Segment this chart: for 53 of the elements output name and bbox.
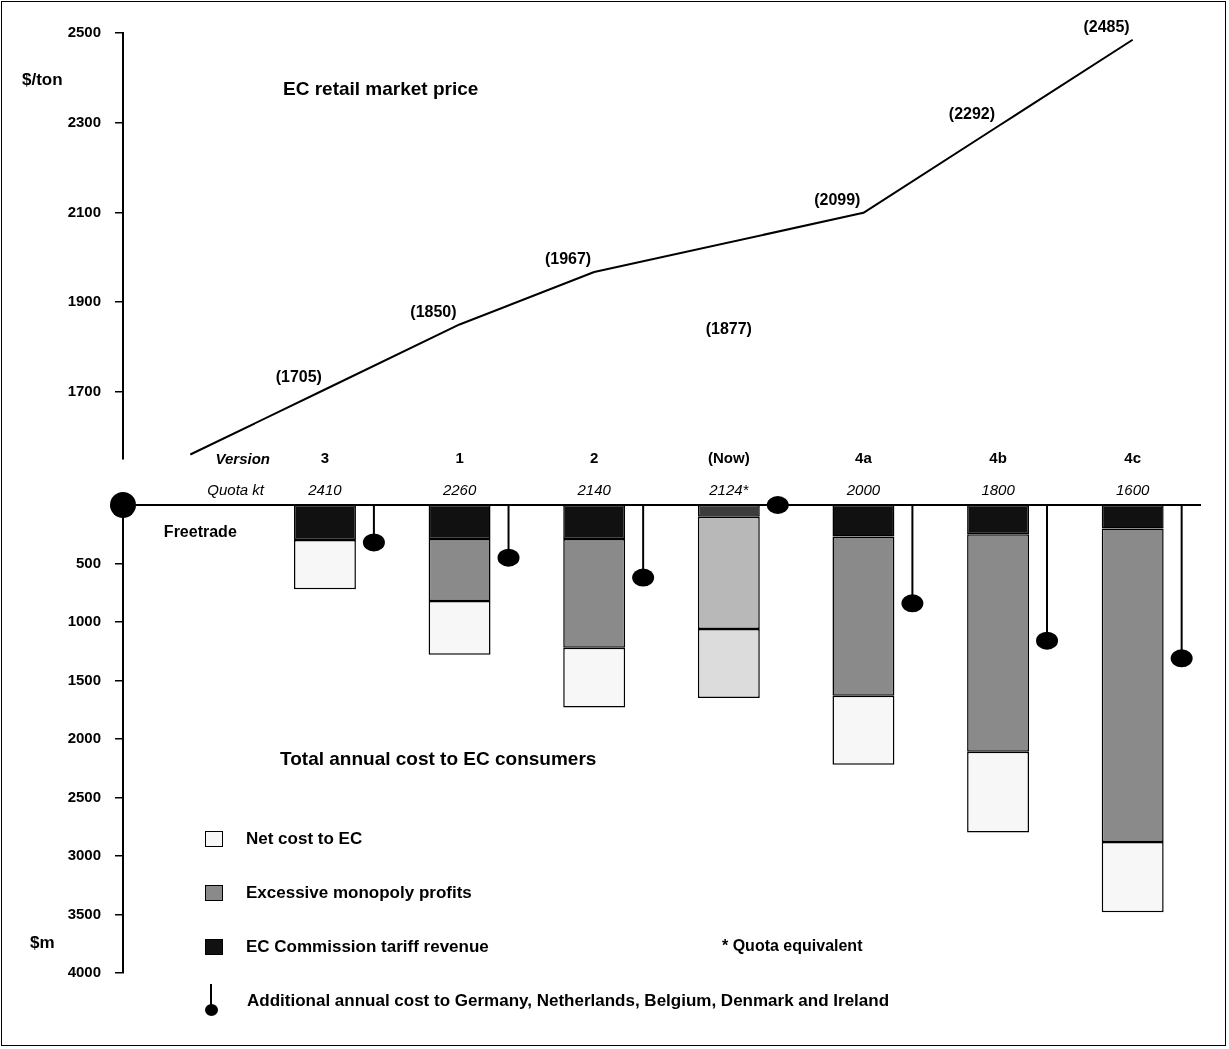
- text: EC retail market price: [283, 78, 479, 100]
- point: [632, 568, 655, 587]
- y-tick-label: 2500: [67, 787, 101, 805]
- text: 1800: [981, 481, 1016, 499]
- text: 2260: [441, 481, 477, 499]
- y-axis-title: $/ton: [22, 69, 63, 89]
- x-tick-label: 2: [590, 449, 599, 467]
- text: Quota kt: [207, 481, 265, 499]
- data-label: (1967): [544, 250, 592, 268]
- y-tick-label: 1900: [67, 292, 101, 310]
- y-axis-title: $m: [30, 932, 55, 952]
- annotation: Version: [215, 450, 270, 468]
- legend-label: Additional annual cost to Germany, Netherlands, Belgium, Denmark and Ireland: [247, 991, 890, 1011]
- y-tick-label: 2300: [67, 112, 101, 130]
- y-tick-label: 2000: [67, 729, 101, 747]
- text: 2410: [307, 481, 343, 499]
- y-tick-label: 1000: [67, 612, 101, 630]
- y-tick-label: 3000: [67, 846, 101, 864]
- point: [1036, 631, 1059, 650]
- annotation: * Quota equivalent: [722, 937, 864, 955]
- data-label: (1705): [275, 367, 322, 385]
- point: [497, 548, 520, 567]
- x-tick-label: 4a: [855, 449, 873, 467]
- legend-label: Excessive monopoly profits: [246, 883, 472, 903]
- point: [901, 594, 924, 613]
- y-tick-label: 1500: [67, 670, 101, 688]
- data-label: (2099): [814, 191, 861, 209]
- text: 1600: [1116, 481, 1151, 499]
- x-tick-label: 4c: [1124, 449, 1142, 467]
- text: 2124*: [708, 481, 750, 499]
- data-label: (2292): [948, 104, 996, 122]
- y-tick-label: 3500: [67, 904, 101, 922]
- x-tick-label: (Now): [707, 449, 750, 467]
- point: [362, 533, 385, 552]
- x-tick-label: 4b: [989, 449, 1007, 467]
- y-tick-label: 1700: [67, 381, 101, 399]
- x-tick-label: 3: [320, 449, 330, 467]
- legend-label: EC Commission tariff revenue: [246, 937, 489, 957]
- data-label: (1850): [410, 302, 457, 320]
- text: 2000: [845, 481, 881, 499]
- x-tick-label: 1: [455, 449, 464, 467]
- y-tick-label: 4000: [67, 963, 101, 981]
- point: [766, 496, 789, 514]
- y-tick-label: 2500: [67, 23, 101, 41]
- text: Total annual cost to EC consumers: [280, 748, 597, 770]
- y-tick-label: 500: [75, 553, 101, 571]
- legend-label: Net cost to EC: [246, 829, 363, 849]
- annotation: (1877): [705, 320, 752, 338]
- data-label: (2485): [1083, 18, 1130, 36]
- point: [1170, 649, 1193, 668]
- text: 2140: [576, 481, 612, 499]
- annotation: Freetrade: [163, 523, 237, 541]
- y-tick-label: 2100: [67, 202, 101, 220]
